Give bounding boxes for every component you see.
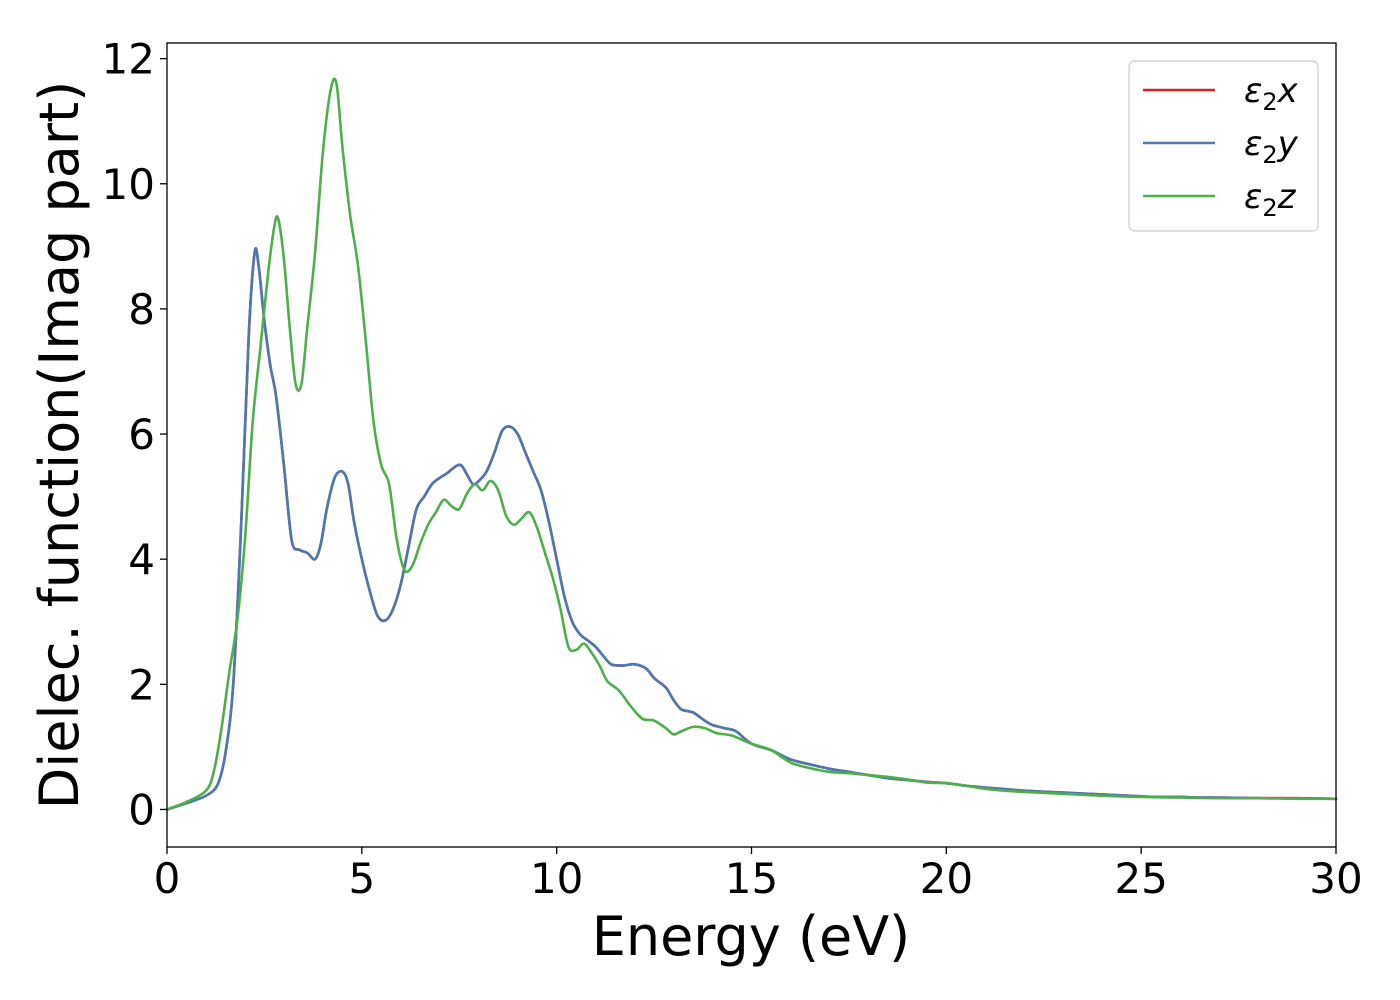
x-tick-label: 20 <box>920 854 973 903</box>
legend-box <box>1128 60 1319 232</box>
y-axis-ticks: 0 2 4 6 8 10 12 <box>102 35 167 834</box>
series-line-y <box>165 247 1338 811</box>
y-axis-label: Dielec. function(Imag part) <box>28 81 91 810</box>
y-tick-label: 10 <box>102 160 155 209</box>
x-axis-label: Energy (eV) <box>592 905 911 968</box>
x-tick-label: 0 <box>154 854 181 903</box>
x-tick-label: 30 <box>1309 854 1362 903</box>
legend-label-x: ε2x <box>1244 71 1299 116</box>
series-line-z <box>165 77 1338 811</box>
y-tick-label: 12 <box>102 35 155 84</box>
x-tick-label: 10 <box>530 854 583 903</box>
legend-label-y: ε2y <box>1244 124 1299 169</box>
legend-label-z: ε2z <box>1244 177 1297 222</box>
x-tick-label: 25 <box>1114 854 1167 903</box>
y-tick-label: 2 <box>128 660 155 709</box>
legend-items: ε2x ε2y ε2z <box>1143 71 1299 222</box>
y-tick-label: 8 <box>128 285 155 334</box>
legend: ε2x ε2y ε2z <box>1128 60 1319 232</box>
series-lines <box>165 77 1338 811</box>
series-line-x <box>165 247 1338 811</box>
y-tick-label: 6 <box>128 410 155 459</box>
y-tick-label: 0 <box>128 785 155 834</box>
x-tick-label: 5 <box>348 854 375 903</box>
x-tick-label: 15 <box>725 854 778 903</box>
x-axis-ticks: 0 5 10 15 20 25 30 <box>154 847 1363 903</box>
y-tick-label: 4 <box>128 535 155 584</box>
